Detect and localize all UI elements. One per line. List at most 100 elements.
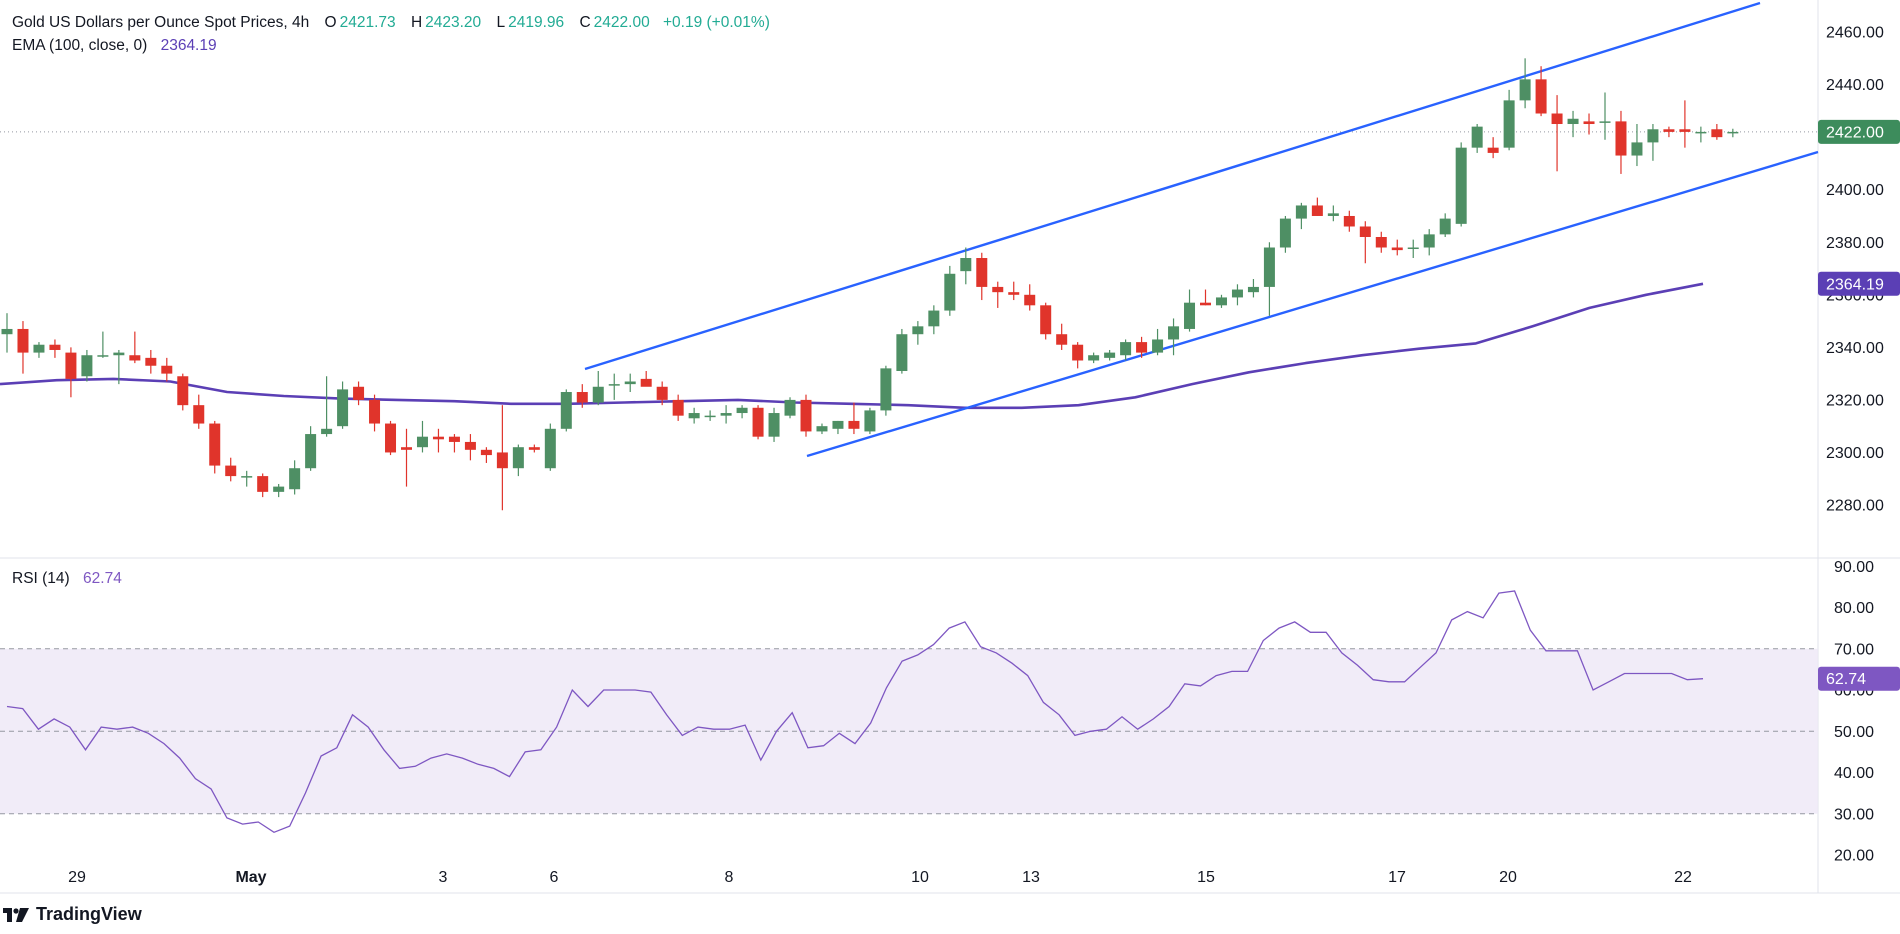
candle [880,365,892,416]
rsi-value-tag-bg [1818,666,1900,691]
candle [369,394,381,432]
candle [784,397,796,419]
candle-body [640,378,652,387]
candle [65,347,77,398]
candle-body [1136,342,1148,353]
candle-body [1056,334,1068,345]
candle [1263,242,1275,316]
candle-body [1120,342,1132,356]
price-labels: 2422.00 2364.19 62.74 [1818,119,1900,691]
last-price-tag: 2422.00 [1818,119,1900,144]
candle [464,434,476,461]
candle [385,420,397,456]
candle-body [145,357,157,366]
candle-body [1439,218,1451,235]
candle-body [273,486,285,492]
candle [912,321,924,345]
candle-body [49,344,61,350]
candle [720,405,732,424]
candle [1072,342,1084,369]
candle [976,252,988,301]
close-label: C [579,14,591,31]
candle-body [401,447,412,450]
low-value: 2419.96 [508,14,565,31]
candle [800,394,812,437]
candle [97,331,109,358]
rsi-tick-label: 70.00 [1834,641,1874,658]
candle-body [416,436,428,448]
candle-body [880,368,892,411]
candle [576,384,588,408]
candle-body [960,258,972,272]
candle-body [592,386,604,403]
rsi-tick-label: 50.00 [1834,724,1874,741]
candle [544,423,556,471]
candle [512,444,524,477]
candle-body [353,386,365,400]
candle [1215,294,1227,308]
candle [1599,92,1611,140]
candle [1152,328,1164,356]
tradingview-logo[interactable]: TradingView [2,904,142,925]
candle [1088,352,1100,364]
candle [1279,215,1291,253]
candle-body [193,405,205,424]
candle-body [337,389,349,427]
candle-body [1407,247,1419,250]
candle-body [944,273,956,311]
candle-body [1551,113,1563,125]
candle [353,381,365,406]
candle-body [864,410,876,432]
candle-body [496,452,508,469]
rsi-line [6,590,1704,834]
candle-body [1519,79,1531,101]
candle-body [832,420,844,429]
ema-legend[interactable]: EMA (100, close, 0) 2364.19 [12,37,220,55]
candle [17,321,29,374]
candle [145,349,157,374]
candle-body [1535,79,1547,114]
candle-body [17,328,29,353]
candle-body [528,447,540,450]
candle [1695,126,1707,143]
candle [432,428,444,453]
candle-body [816,426,828,432]
candle [1663,126,1675,138]
change-value: +0.19 (+0.01%) [663,14,770,31]
candle [928,305,940,335]
candle [1040,302,1052,340]
time-tick-label: 15 [1197,869,1215,886]
candle [560,389,572,432]
candle-body [448,436,460,442]
candle [768,407,780,442]
candle [177,373,189,411]
candle [1455,142,1467,227]
candle [1120,339,1132,361]
candle [1423,229,1435,256]
price-tick-label: 2320.00 [1826,392,1884,409]
ema-line [0,282,1704,410]
candle [1327,205,1339,222]
rsi-legend[interactable]: RSI (14) 62.74 [12,570,125,588]
channel-upper-line [584,1,1761,371]
candle-body [1503,100,1515,148]
candle [1056,323,1068,350]
candle-body [1295,205,1307,219]
time-tick-label: May [235,869,266,886]
rsi-tick-label: 40.00 [1834,765,1874,782]
close-value: 2422.00 [593,14,650,31]
candle [592,370,604,406]
time-tick-label: 13 [1022,869,1040,886]
candle [1008,281,1020,301]
candle-body [129,355,141,361]
candle-body [305,434,317,469]
candle [1519,58,1531,109]
trend-channel [584,1,1819,458]
time-tick-label: 3 [439,869,448,886]
time-tick-label: 20 [1499,869,1517,886]
candle [624,373,636,393]
candle-body [1423,234,1435,248]
candle [1551,95,1563,172]
candle-body [1343,215,1355,227]
